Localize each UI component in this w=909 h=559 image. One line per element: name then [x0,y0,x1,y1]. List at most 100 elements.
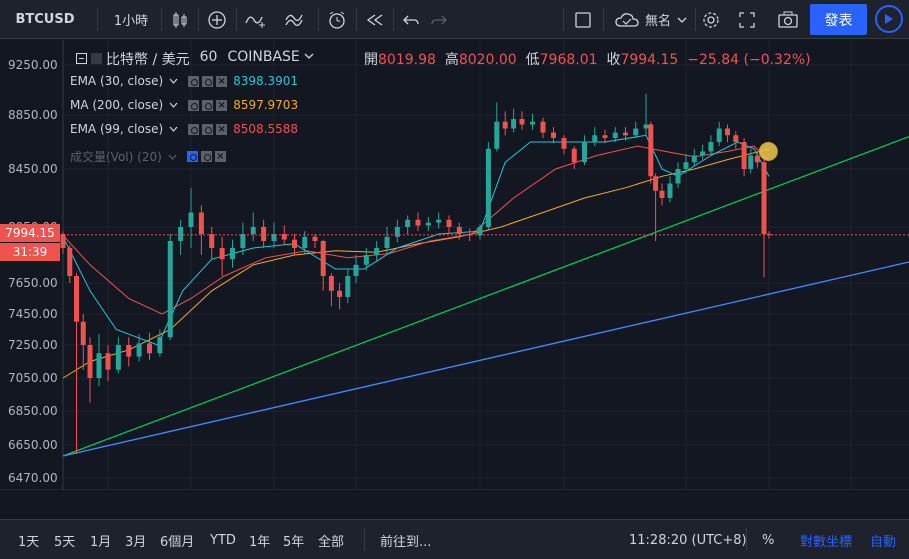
candle-body [741,142,747,169]
close-icon[interactable]: × [216,99,228,111]
range-6m[interactable]: 6個月 [160,520,194,559]
replay-button[interactable] [360,0,390,39]
indicator-label: 成交量(Vol) (20) [70,150,162,164]
publish-button[interactable]: 發表 [810,4,867,35]
high-value: 8020.00 [458,52,517,68]
collapse-icon[interactable] [76,53,87,64]
clock[interactable]: 11:28:20 (UTC+8) [629,520,747,559]
indicators-button[interactable] [240,0,272,39]
range-label: 全部 [318,534,345,550]
alert-button[interactable] [322,0,352,39]
square-icon [91,53,102,64]
candle-body [659,190,665,198]
candle-body [312,236,318,241]
divider [603,8,604,31]
range-label: 1年 [249,534,271,550]
chevron-down-icon[interactable] [169,125,178,133]
candle-body [733,135,739,142]
interval-button[interactable]: 1小時 [106,0,156,39]
play-button[interactable] [875,5,903,33]
indicator-wave-icon [245,15,265,28]
divider [236,8,237,31]
rewind-icon [366,13,383,26]
indicator-label: EMA (99, close) [70,122,164,136]
candle-body [551,132,556,138]
candle-body [219,248,225,260]
candle-style-button[interactable] [165,0,195,39]
price-tick-label: 8850.00 [8,108,58,122]
bar-countdown: 31:39 [12,245,48,259]
range-ytd[interactable]: YTD [210,520,236,559]
close-icon[interactable]: × [216,75,228,87]
low-label: 低 [525,52,540,68]
chevron-down-icon [677,17,687,23]
log-label: 對數坐標 [800,534,853,550]
range-5y[interactable]: 5年 [283,520,304,559]
percent-toggle[interactable]: % [762,520,774,559]
candle-body [67,248,73,276]
compare-button[interactable] [202,0,232,39]
range-1y[interactable]: 1年 [249,520,270,559]
chevron-down-icon[interactable] [168,153,177,161]
chevron-down-icon[interactable] [169,77,178,85]
templates-button[interactable] [280,0,312,39]
range-label: 1天 [18,534,40,550]
range-3m[interactable]: 3月 [125,520,146,559]
chevron-down-icon[interactable] [304,49,314,63]
settings-icon[interactable] [200,151,212,162]
settings-icon[interactable] [188,123,200,135]
indicator-value: 8597.9703 [233,98,299,112]
snapshot-button[interactable] [774,0,802,39]
settings-icon[interactable] [202,75,214,87]
undo-button[interactable] [398,0,424,39]
gear-icon [703,11,719,28]
candle-body [328,276,334,291]
auto-scale-toggle[interactable]: 自動 [870,520,896,559]
price-tick-label: 7450.00 [8,307,58,321]
goto-date-button[interactable]: 前往到... [380,520,431,559]
indicator-label: MA (200, close) [70,98,164,112]
price-tick-label: 6470.00 [8,471,58,485]
range-5d[interactable]: 5天 [54,520,75,559]
candle-body [467,234,473,236]
candle-body [592,135,598,142]
candle-body [456,227,462,234]
chart-overlay [63,141,909,236]
close-icon[interactable]: × [214,151,226,162]
range-1d[interactable]: 1天 [18,520,39,559]
trendlines[interactable] [62,135,909,457]
range-all[interactable]: 全部 [318,520,344,559]
log-scale-toggle[interactable]: 對數坐標 [800,520,852,559]
indicator-row-ma200[interactable]: MA (200, close) × 8597.9703 [70,98,298,112]
divider [746,528,747,551]
settings-icon[interactable] [202,123,214,135]
interval-label: 1小時 [113,14,149,29]
header-exchange: COINBASE [227,49,300,65]
settings-icon[interactable] [188,99,200,111]
indicator-row-volume[interactable]: 成交量(Vol) (20) × [70,148,226,165]
indicator-row-ema30[interactable]: EMA (30, close) × 8398.3901 [70,74,298,88]
indicator-row-ema99[interactable]: EMA (99, close) × 8508.5588 [70,122,298,136]
add-circle-icon [208,10,226,29]
hidden-eye-icon[interactable] [186,151,198,162]
settings-button[interactable] [698,0,724,39]
range-1m[interactable]: 1月 [90,520,111,559]
settings-icon[interactable] [188,75,200,87]
settings-icon[interactable] [202,99,214,111]
candle-body [374,248,380,255]
price-tick-label: 7650.00 [8,276,58,290]
camera-icon [778,11,798,28]
chevron-down-icon[interactable] [169,101,178,109]
divider [356,8,357,31]
redo-button[interactable] [426,0,452,39]
divider [393,8,394,31]
close-icon[interactable]: × [216,123,228,135]
fullscreen-button[interactable] [734,0,760,39]
indicator-label: EMA (30, close) [70,74,164,88]
save-layout-button[interactable]: 無名 [607,0,695,39]
candle-body [394,227,400,237]
price-chart[interactable]: 9250.008850.008450.008050.007650.007450.… [0,40,909,490]
layout-button[interactable] [568,0,598,39]
symbol-search[interactable]: BTCUSD [0,0,90,39]
price-axis[interactable]: 9250.008850.008450.008050.007650.007450.… [8,58,58,485]
